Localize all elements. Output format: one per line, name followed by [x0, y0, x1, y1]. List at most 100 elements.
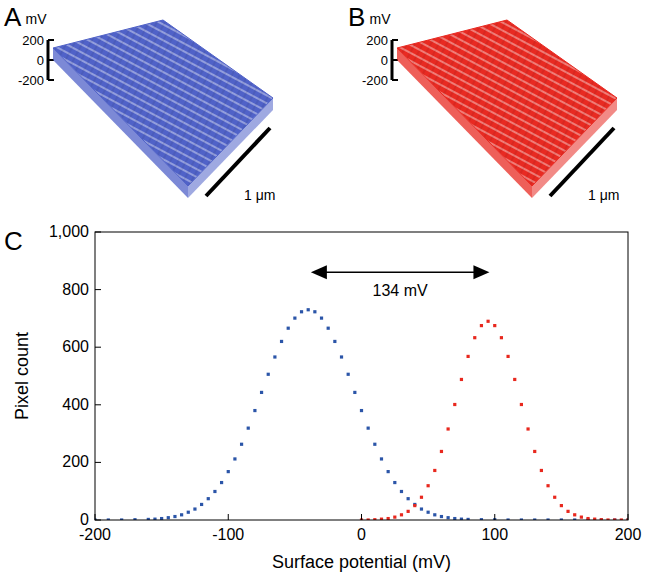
point [207, 497, 210, 500]
x-tick [494, 514, 495, 520]
point [467, 355, 470, 358]
point [173, 515, 176, 518]
point [440, 450, 443, 453]
x-tick-label: 100 [481, 526, 508, 543]
point [580, 516, 583, 519]
point [240, 443, 243, 446]
annotation-label: 134 mV [373, 282, 428, 299]
point [213, 490, 216, 493]
point [407, 497, 410, 500]
point [193, 507, 196, 510]
point [560, 504, 563, 507]
surface-panel: AmV -200 0 200 1 μm [4, 2, 275, 203]
arrow-head [311, 265, 327, 279]
point [420, 507, 423, 510]
point [253, 409, 256, 412]
data-layer [95, 308, 628, 520]
point [320, 317, 323, 320]
point [233, 457, 236, 460]
point [453, 403, 456, 406]
point [447, 516, 450, 519]
x-tick-label: -200 [79, 526, 111, 543]
point [447, 427, 450, 430]
point [380, 457, 383, 460]
point [480, 324, 483, 327]
z-axis-title: mV [26, 11, 48, 27]
point [540, 469, 543, 472]
point [280, 340, 283, 343]
point [573, 513, 576, 516]
point [433, 469, 436, 472]
point [413, 504, 416, 507]
z-tick-label: -200 [18, 73, 44, 88]
panel-letter: A [4, 2, 22, 32]
z-tick-label: 200 [366, 33, 388, 48]
point [566, 510, 569, 513]
y-tick-label: 400 [62, 396, 89, 413]
z-tick-label: 0 [381, 53, 388, 68]
point [333, 340, 336, 343]
point [247, 427, 250, 430]
point [393, 516, 396, 519]
point [167, 516, 170, 519]
y-tick [95, 404, 101, 405]
x-tick-label: 200 [615, 526, 642, 543]
scale-bar [206, 128, 270, 196]
annotation: 134 mV [311, 265, 490, 299]
point [473, 336, 476, 339]
y-tick-label: 200 [62, 453, 89, 470]
point [407, 510, 410, 513]
z-axis-title: mV [370, 11, 392, 27]
y-tick [95, 520, 101, 521]
point [260, 391, 263, 394]
point [267, 373, 270, 376]
y-tick-label: 0 [80, 511, 89, 528]
arrow-head [473, 265, 489, 279]
point [327, 327, 330, 330]
point [400, 490, 403, 493]
annotation-arrow [323, 272, 478, 274]
point [420, 496, 423, 499]
point [546, 484, 549, 487]
point [293, 317, 296, 320]
y-tick [95, 232, 101, 233]
point [220, 481, 223, 484]
point [227, 470, 230, 473]
point [287, 327, 290, 330]
surface-panel: BmV-20002001 μm [348, 2, 619, 203]
point [313, 310, 316, 313]
point [526, 427, 529, 430]
z-tick-label: 200 [22, 33, 44, 48]
point [273, 355, 276, 358]
z-tick-label: -200 [362, 73, 388, 88]
point [440, 515, 443, 518]
scatter-panel: C-200-100010020002004006008001,000Surfac… [4, 223, 641, 572]
x-tick [95, 514, 96, 520]
y-tick-label: 800 [62, 281, 89, 298]
point [520, 403, 523, 406]
y-tick [95, 347, 101, 348]
point [340, 355, 343, 358]
z-tick [392, 79, 398, 81]
point [460, 378, 463, 381]
scale-bar [550, 128, 614, 196]
point [367, 427, 370, 430]
point [347, 373, 350, 376]
point [373, 443, 376, 446]
point [180, 513, 183, 516]
panel-letter: C [4, 226, 23, 256]
point [187, 511, 190, 514]
plot-frame [95, 232, 628, 520]
y-tick-label: 1,000 [49, 223, 89, 240]
z-tick [392, 39, 398, 41]
z-tick [48, 39, 54, 41]
point [533, 450, 536, 453]
z-tick-label: 0 [37, 53, 44, 68]
point [500, 336, 503, 339]
scale-bar-label: 1 μm [244, 187, 275, 203]
z-tick [48, 79, 54, 81]
y-tick-label: 600 [62, 338, 89, 355]
point [513, 378, 516, 381]
point [553, 496, 556, 499]
y-tick [95, 462, 101, 463]
